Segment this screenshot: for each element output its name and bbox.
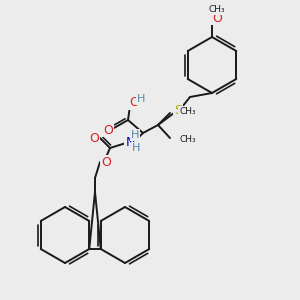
Text: H: H [131,130,139,140]
Text: O: O [89,131,99,145]
Text: O: O [129,97,139,110]
Text: O: O [101,155,111,169]
Text: N: N [125,136,135,148]
Text: H: H [137,94,145,104]
Text: S: S [174,103,182,116]
Text: CH₃: CH₃ [179,106,196,116]
Text: O: O [212,11,222,25]
Text: O: O [103,124,113,136]
Text: CH₃: CH₃ [209,5,225,14]
Text: H: H [132,143,140,153]
Text: CH₃: CH₃ [179,136,196,145]
